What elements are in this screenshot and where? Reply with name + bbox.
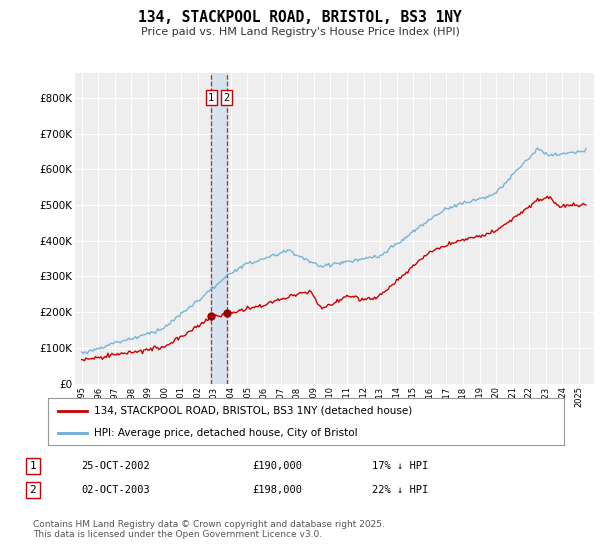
Text: £190,000: £190,000	[252, 461, 302, 471]
Text: 2: 2	[224, 93, 230, 103]
Text: 134, STACKPOOL ROAD, BRISTOL, BS3 1NY (detached house): 134, STACKPOOL ROAD, BRISTOL, BS3 1NY (d…	[94, 406, 413, 416]
Text: £198,000: £198,000	[252, 485, 302, 495]
Text: 1: 1	[29, 461, 37, 471]
Text: 17% ↓ HPI: 17% ↓ HPI	[372, 461, 428, 471]
Text: 02-OCT-2003: 02-OCT-2003	[81, 485, 150, 495]
Text: 25-OCT-2002: 25-OCT-2002	[81, 461, 150, 471]
Text: Contains HM Land Registry data © Crown copyright and database right 2025.
This d: Contains HM Land Registry data © Crown c…	[33, 520, 385, 539]
Bar	[211, 73, 227, 384]
Text: 134, STACKPOOL ROAD, BRISTOL, BS3 1NY: 134, STACKPOOL ROAD, BRISTOL, BS3 1NY	[138, 10, 462, 25]
Text: HPI: Average price, detached house, City of Bristol: HPI: Average price, detached house, City…	[94, 428, 358, 438]
Text: Price paid vs. HM Land Registry's House Price Index (HPI): Price paid vs. HM Land Registry's House …	[140, 27, 460, 38]
Text: 1: 1	[208, 93, 214, 103]
Text: 22% ↓ HPI: 22% ↓ HPI	[372, 485, 428, 495]
Text: 2: 2	[29, 485, 37, 495]
